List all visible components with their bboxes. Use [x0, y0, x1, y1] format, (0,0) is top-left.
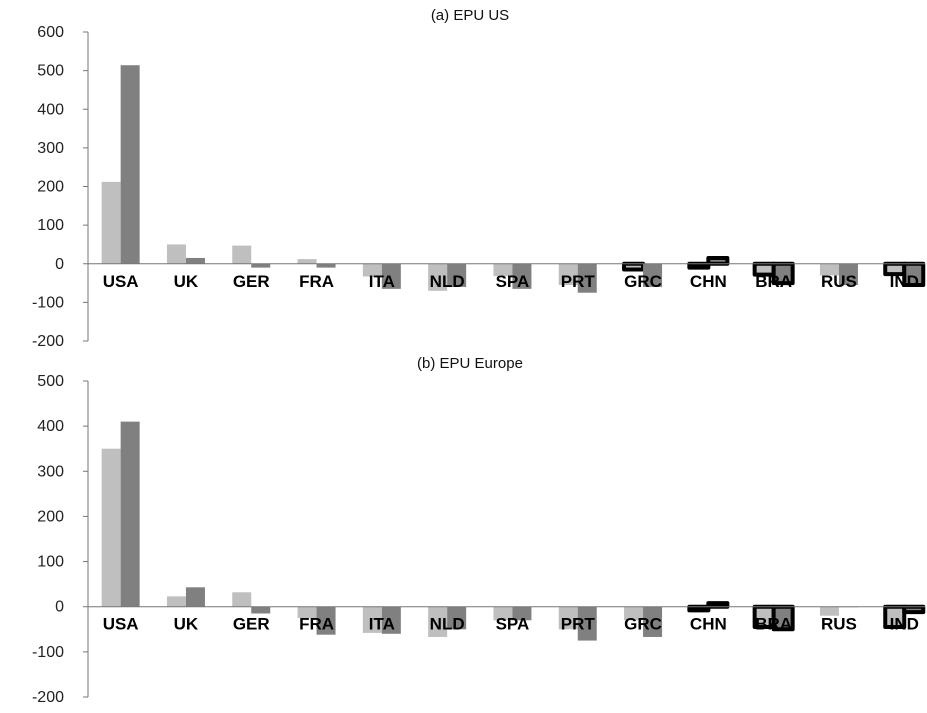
category-label: IND — [890, 615, 919, 634]
bar-usa-series-1 — [101, 448, 121, 607]
bar-prt-series-2 — [577, 606, 597, 641]
category-label: FRA — [299, 272, 334, 291]
bar-prt-series-1 — [558, 606, 578, 630]
y-tick-label: 300 — [37, 140, 64, 157]
bar-ita-series-1 — [362, 263, 382, 277]
y-tick-label: -200 — [32, 689, 64, 706]
bar-ger-series-2 — [251, 606, 271, 614]
bar-rus-series-1 — [819, 263, 839, 276]
category-label: RUS — [821, 272, 857, 291]
y-tick-label: 100 — [37, 554, 64, 571]
bar-usa-series-2 — [120, 65, 140, 264]
bar-fra-series-2 — [316, 606, 336, 635]
bar-uk-series-1 — [166, 244, 186, 264]
bar-chn-series-2 — [706, 255, 730, 266]
bar-fra-series-1 — [297, 259, 317, 264]
y-tick-label: -100 — [32, 644, 64, 661]
category-label: PRT — [561, 272, 596, 291]
bar-nld-series-2 — [447, 606, 467, 630]
bar-ger-series-1 — [232, 592, 252, 607]
chart-panel-1: (b) EPU Europe -200 -100 0 100 200 300 400 500 US… — [32, 355, 926, 706]
bar-nld-series-2 — [447, 263, 467, 287]
bar-fra-series-1 — [297, 606, 317, 618]
category-label: NLD — [430, 615, 465, 634]
bar-fra-series-2 — [316, 263, 336, 268]
bar-ita-series-2 — [381, 263, 401, 289]
y-tick-label: 200 — [37, 508, 64, 525]
bar-usa-series-2 — [120, 421, 140, 607]
category-label: CHN — [690, 272, 727, 291]
y-tick-label: -200 — [32, 333, 64, 350]
category-label: SPA — [496, 615, 530, 634]
category-label: GRC — [624, 615, 662, 634]
category-label: GER — [233, 615, 270, 634]
bar-prt-series-2 — [577, 263, 597, 293]
bar-ger-series-1 — [232, 245, 252, 264]
y-tick-label: 400 — [37, 101, 64, 118]
category-label: BRA — [755, 615, 792, 634]
y-tick-label: -100 — [32, 294, 64, 311]
bar-ita-series-2 — [381, 606, 401, 634]
y-tick-label: 500 — [37, 373, 64, 390]
chart-title: (b) EPU Europe — [417, 355, 523, 372]
category-label: RUS — [821, 615, 857, 634]
bar-grc-series-2 — [643, 606, 663, 637]
bar-grc-series-1 — [622, 261, 646, 272]
bar-rus-series-1 — [819, 606, 839, 616]
bar-spa-series-2 — [512, 263, 532, 289]
category-label: UK — [174, 615, 199, 634]
category-label: SPA — [496, 272, 530, 291]
bar-chn-series-2 — [706, 601, 730, 609]
bar-chn-series-1 — [687, 261, 711, 270]
category-label: UK — [174, 272, 199, 291]
category-label: NLD — [430, 272, 465, 291]
bar-grc-series-1 — [624, 606, 644, 621]
category-label: CHN — [690, 615, 727, 634]
bar-ita-series-1 — [362, 606, 382, 633]
bar-spa-series-1 — [493, 263, 513, 277]
category-label: FRA — [299, 615, 334, 634]
bar-chn-series-1 — [687, 604, 711, 613]
y-tick-label: 200 — [37, 179, 64, 196]
category-label: USA — [103, 272, 139, 291]
y-tick-label: 0 — [55, 256, 64, 273]
category-label: GER — [233, 272, 270, 291]
category-label: PRT — [561, 615, 596, 634]
bar-uk-series-2 — [185, 257, 205, 264]
y-tick-label: 100 — [37, 217, 64, 234]
bar-grc-series-2 — [643, 263, 663, 287]
bar-prt-series-1 — [558, 263, 578, 285]
category-label: BRA — [755, 272, 792, 291]
bar-ger-series-2 — [251, 263, 271, 268]
bar-usa-series-1 — [101, 181, 121, 264]
bar-uk-series-1 — [166, 596, 186, 607]
bar-ind-series-2 — [902, 604, 926, 615]
category-label: USA — [103, 615, 139, 634]
category-label: ITA — [369, 272, 395, 291]
category-label: GRC — [624, 272, 662, 291]
bar-spa-series-2 — [512, 606, 532, 621]
chart-panel-0: (a) EPU US -200 -100 0 100 200 300 400 500 600 USA… — [32, 7, 926, 350]
chart-title: (a) EPU US — [431, 7, 509, 24]
category-label: ITA — [369, 615, 395, 634]
bar-rus-series-2 — [838, 263, 858, 285]
y-tick-label: 400 — [37, 418, 64, 435]
bar-nld-series-1 — [428, 606, 448, 637]
bar-uk-series-2 — [185, 587, 205, 607]
y-tick-label: 500 — [37, 63, 64, 80]
category-label: IND — [890, 272, 919, 291]
bar-nld-series-1 — [428, 263, 448, 291]
y-tick-label: 600 — [37, 24, 64, 41]
y-tick-label: 300 — [37, 463, 64, 480]
y-tick-label: 0 — [55, 599, 64, 616]
bar-spa-series-1 — [493, 606, 513, 621]
